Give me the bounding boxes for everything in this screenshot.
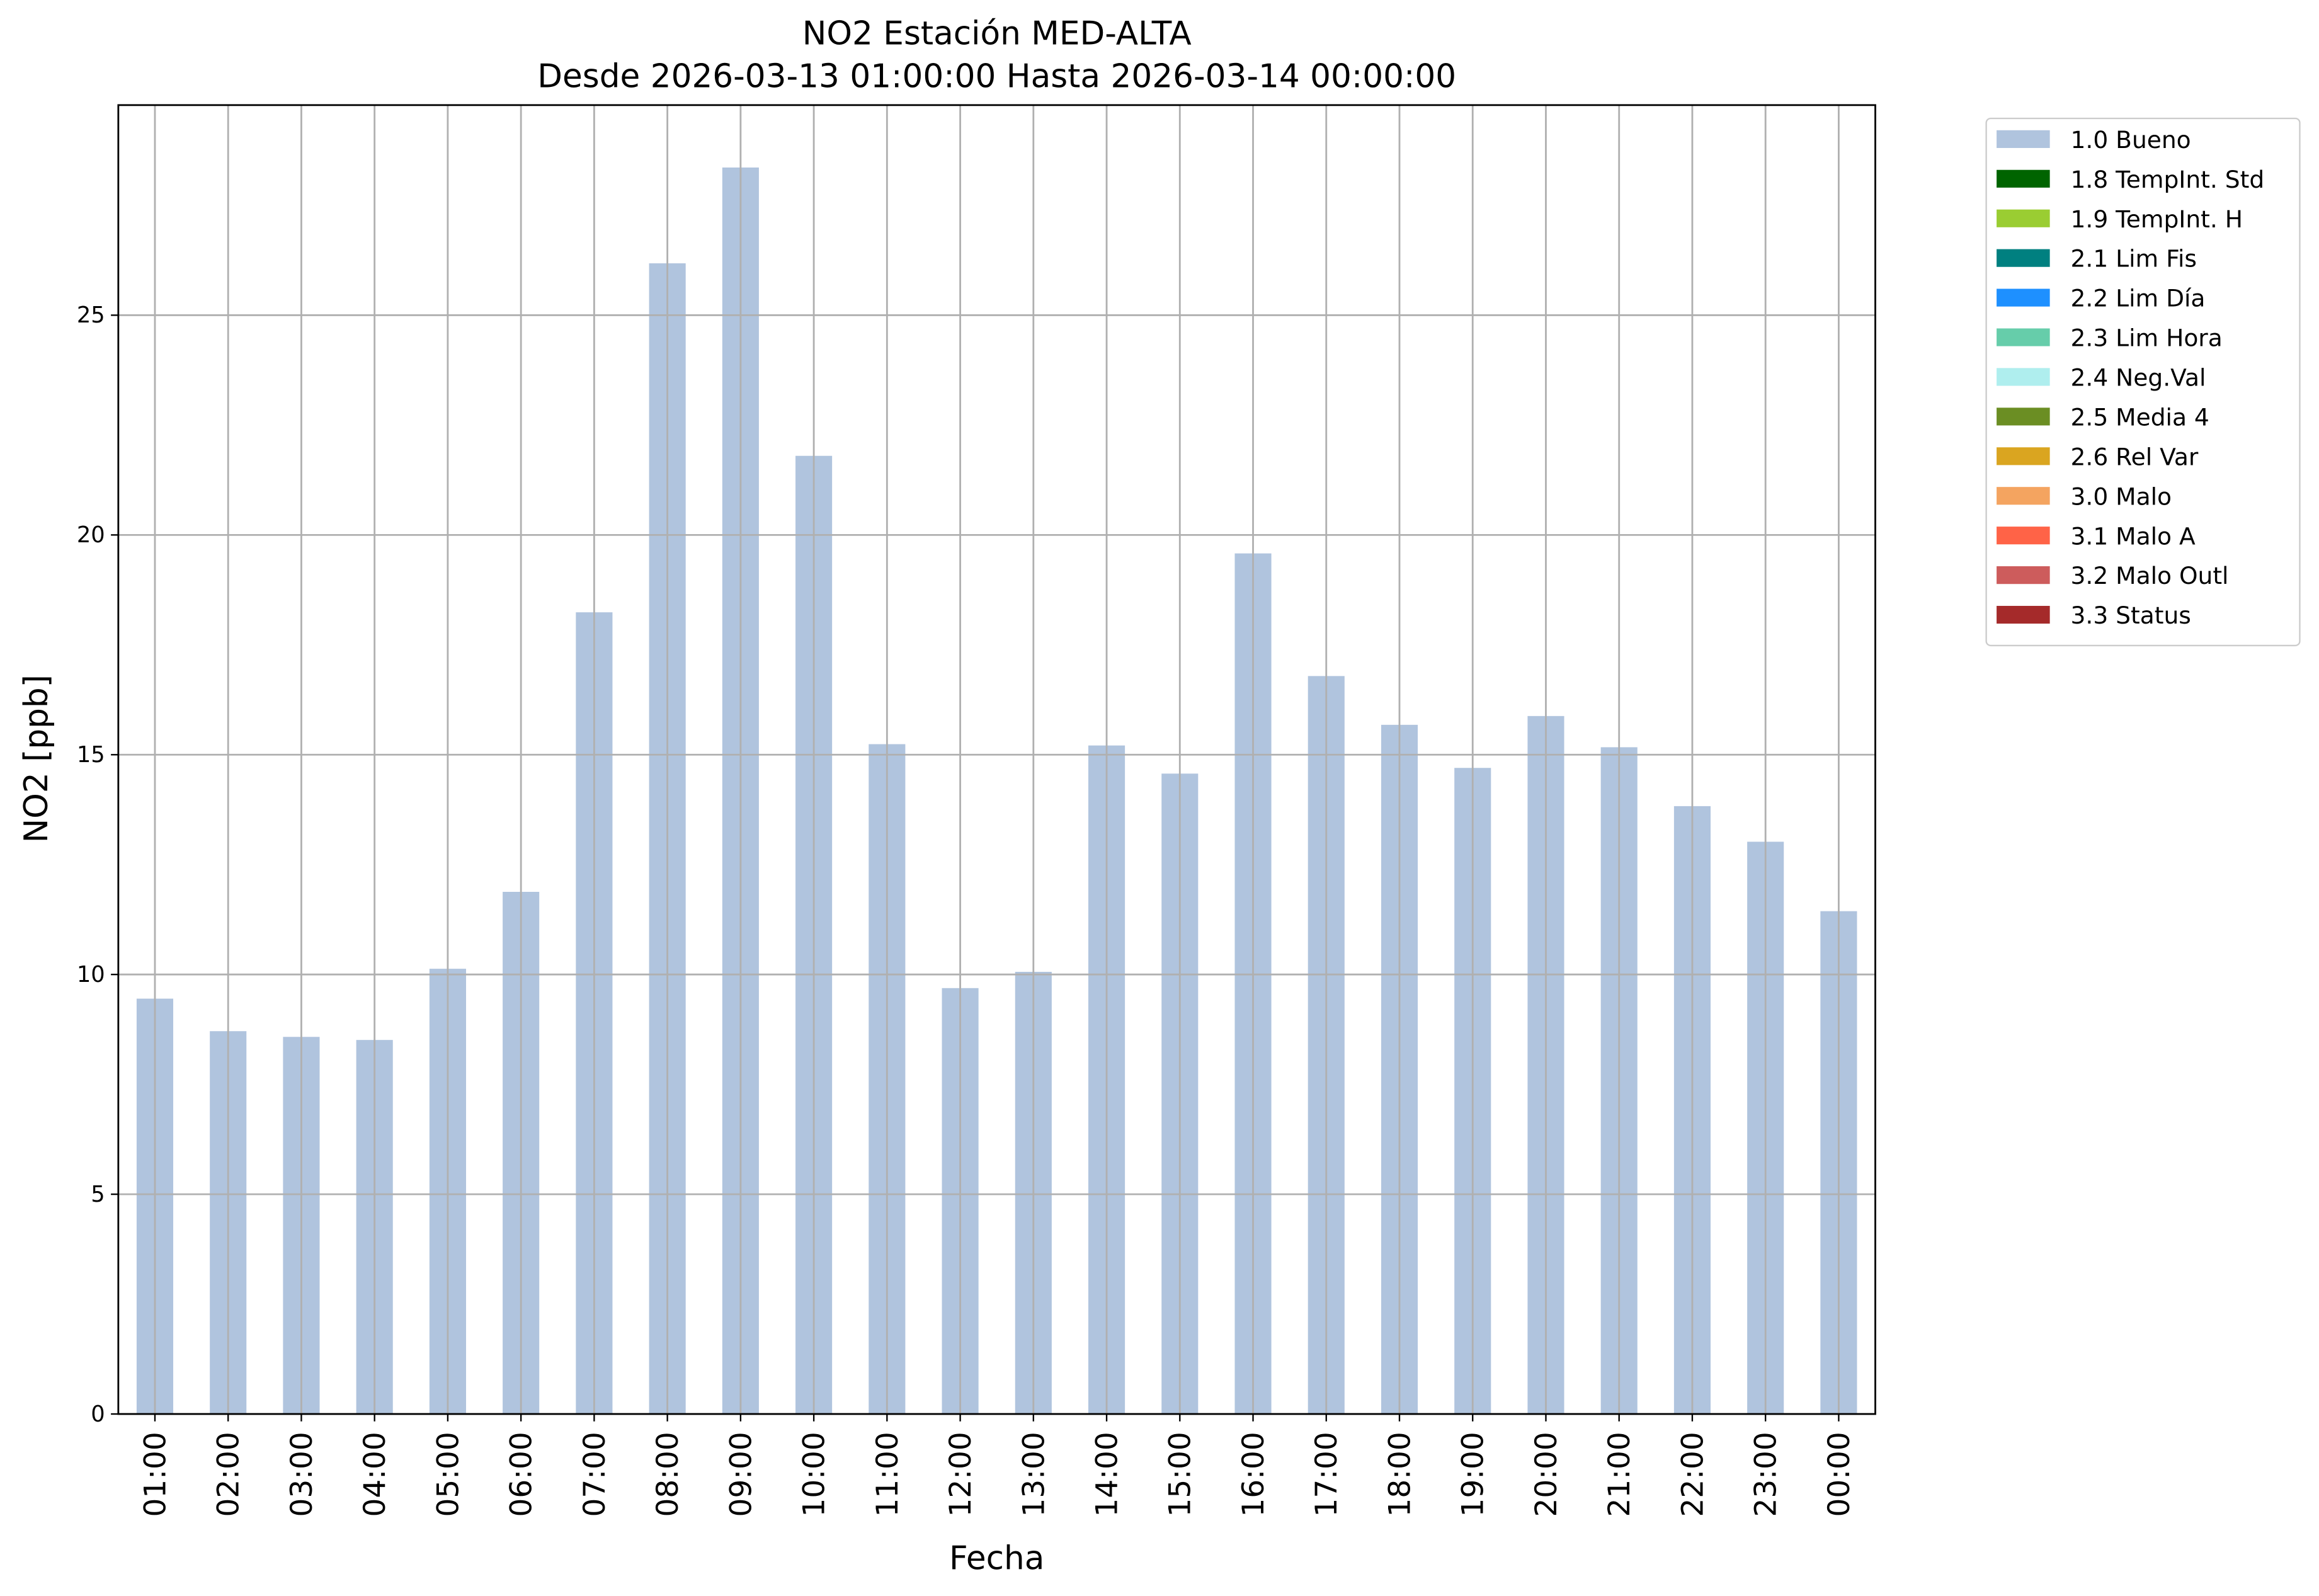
x-tick-label: 11:00 xyxy=(870,1432,905,1517)
legend-label: 3.0 Malo xyxy=(2071,482,2172,510)
legend-label: 1.8 TempInt. Std xyxy=(2071,166,2265,193)
x-tick-label: 22:00 xyxy=(1675,1432,1710,1517)
x-tick-label: 21:00 xyxy=(1602,1432,1637,1517)
chart-subtitle: Desde 2026-03-13 01:00:00 Hasta 2026-03-… xyxy=(537,58,1456,96)
x-tick-label: 18:00 xyxy=(1382,1432,1417,1517)
chart-title: NO2 Estación MED-ALTA xyxy=(802,15,1192,53)
legend-label: 3.2 Malo Outl xyxy=(2071,562,2229,590)
legend-swatch xyxy=(1997,368,2050,386)
x-tick-label: 15:00 xyxy=(1163,1432,1198,1517)
legend-swatch xyxy=(1997,209,2050,227)
legend-swatch xyxy=(1997,527,2050,545)
y-tick-label: 15 xyxy=(77,742,105,768)
x-tick-label: 16:00 xyxy=(1236,1432,1271,1517)
legend-box xyxy=(1985,117,2301,647)
legend-swatch xyxy=(1997,169,2050,188)
legend-swatch xyxy=(1997,249,2050,267)
x-tick-label: 04:00 xyxy=(358,1432,392,1517)
x-tick-label: 09:00 xyxy=(724,1432,758,1517)
legend-label: 3.3 Status xyxy=(2071,601,2191,629)
x-tick-label: 01:00 xyxy=(138,1432,173,1517)
x-tick-label: 03:00 xyxy=(285,1432,319,1517)
legend-swatch xyxy=(1997,130,2050,148)
x-axis-label: Fecha xyxy=(949,1540,1044,1578)
y-tick-label: 20 xyxy=(77,522,105,548)
legend-label: 2.4 Neg.Val xyxy=(2071,364,2206,392)
x-tick-label: 23:00 xyxy=(1749,1432,1784,1517)
plot-frame xyxy=(117,104,1876,1415)
legend-label: 2.2 Lim Día xyxy=(2071,285,2206,312)
legend-label: 1.0 Bueno xyxy=(2071,126,2191,154)
legend-swatch xyxy=(1997,487,2050,505)
x-tick-label: 05:00 xyxy=(431,1432,465,1517)
legend-swatch xyxy=(1997,328,2050,346)
legend-label: 2.5 Media 4 xyxy=(2071,403,2209,431)
x-tick-label: 13:00 xyxy=(1017,1432,1051,1517)
x-tick-label: 08:00 xyxy=(651,1432,685,1517)
legend-swatch xyxy=(1997,566,2050,584)
legend-label: 1.9 TempInt. H xyxy=(2071,205,2243,233)
x-tick-label: 19:00 xyxy=(1456,1432,1491,1517)
legend-swatch xyxy=(1997,447,2050,465)
y-tick-label: 0 xyxy=(91,1401,105,1427)
legend-swatch xyxy=(1997,288,2050,307)
x-tick-label: 07:00 xyxy=(578,1432,612,1517)
legend-swatch xyxy=(1997,605,2050,624)
x-tick-label: 20:00 xyxy=(1529,1432,1564,1517)
x-tick-label: 10:00 xyxy=(797,1432,832,1517)
x-tick-label: 12:00 xyxy=(943,1432,978,1517)
y-tick-label: 5 xyxy=(91,1182,105,1207)
x-tick-label: 14:00 xyxy=(1090,1432,1124,1517)
legend-label: 3.1 Malo A xyxy=(2071,522,2196,550)
y-tick-label: 10 xyxy=(77,962,105,988)
legend-label: 2.6 Rel Var xyxy=(2071,443,2199,470)
legend-label: 2.3 Lim Hora xyxy=(2071,324,2223,352)
x-tick-label: 02:00 xyxy=(212,1432,246,1517)
legend-swatch xyxy=(1997,408,2050,426)
y-axis-label: NO2 [ppb] xyxy=(18,675,55,843)
legend-label: 2.1 Lim Fis xyxy=(2071,245,2197,273)
y-tick-label: 25 xyxy=(77,302,105,328)
x-tick-label: 00:00 xyxy=(1822,1432,1857,1517)
x-tick-label: 17:00 xyxy=(1309,1432,1344,1517)
x-tick-label: 06:00 xyxy=(504,1432,539,1517)
